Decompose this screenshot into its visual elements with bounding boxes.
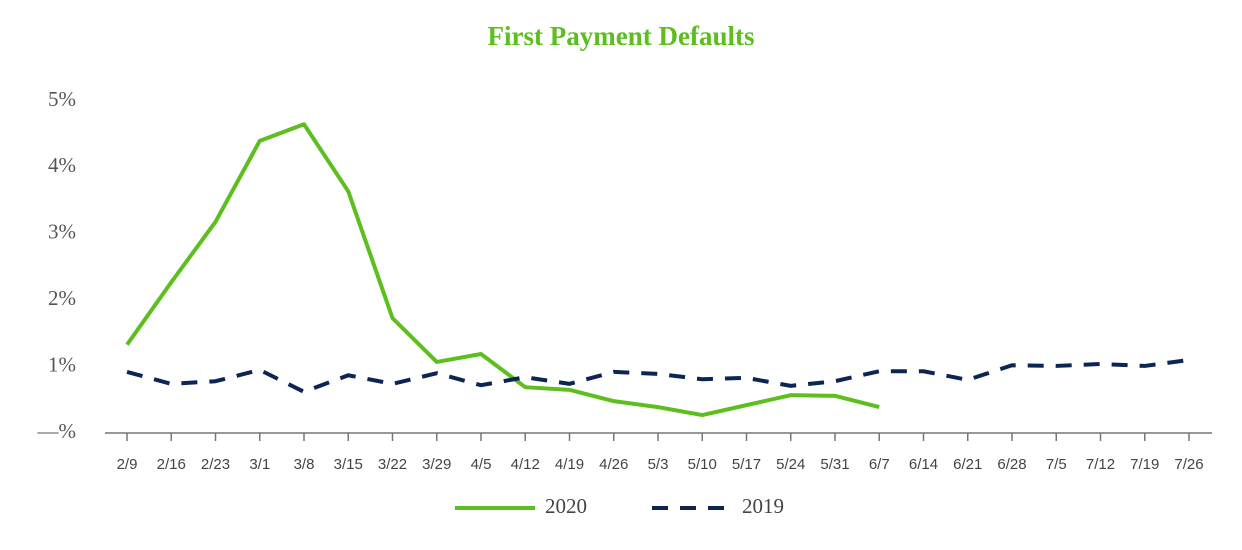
x-tick-label: 3/1 (249, 456, 270, 473)
x-tick-label: 7/19 (1130, 456, 1159, 473)
y-tick-label: 2% (48, 286, 76, 310)
x-tick-label: 2/16 (157, 456, 186, 473)
x-tick-label: 3/22 (378, 456, 407, 473)
line-series (125, 122, 880, 418)
y-tick-label: 1% (48, 352, 76, 376)
x-tick-label: 5/24 (776, 456, 805, 473)
x-tick-label: 7/26 (1174, 456, 1203, 473)
y-tick-label: 4% (48, 153, 76, 177)
x-tick-label: 5/31 (820, 456, 849, 473)
x-tick-label: 5/17 (732, 456, 761, 473)
x-tick-label: 3/8 (294, 456, 315, 473)
chart-title: First Payment Defaults (488, 21, 755, 51)
x-tick-label: 5/3 (648, 456, 669, 473)
x-tick-label: 6/7 (869, 456, 890, 473)
x-tick-label: 4/26 (599, 456, 628, 473)
x-tick-label: 3/29 (422, 456, 451, 473)
x-tick-label: 7/12 (1086, 456, 1115, 473)
x-tick-label: 5/10 (688, 456, 717, 473)
x-tick-label: 4/12 (511, 456, 540, 473)
y-tick-label: 3% (48, 220, 76, 244)
y-tick-label: —% (37, 419, 77, 443)
x-tick-label: 6/28 (997, 456, 1026, 473)
x-tick-label: 2/23 (201, 456, 230, 473)
legend-label: 2019 (742, 494, 784, 518)
x-tick-label: 3/15 (334, 456, 363, 473)
x-tick-label: 2/9 (117, 456, 138, 473)
legend-label: 2020 (545, 494, 587, 518)
y-tick-label: 5% (48, 87, 76, 111)
x-tick-label: 6/21 (953, 456, 982, 473)
x-tick-label: 7/5 (1046, 456, 1067, 473)
line-series (126, 357, 1190, 394)
x-tick-label: 4/5 (471, 456, 492, 473)
x-tick-label: 6/14 (909, 456, 938, 473)
x-tick-label: 4/19 (555, 456, 584, 473)
